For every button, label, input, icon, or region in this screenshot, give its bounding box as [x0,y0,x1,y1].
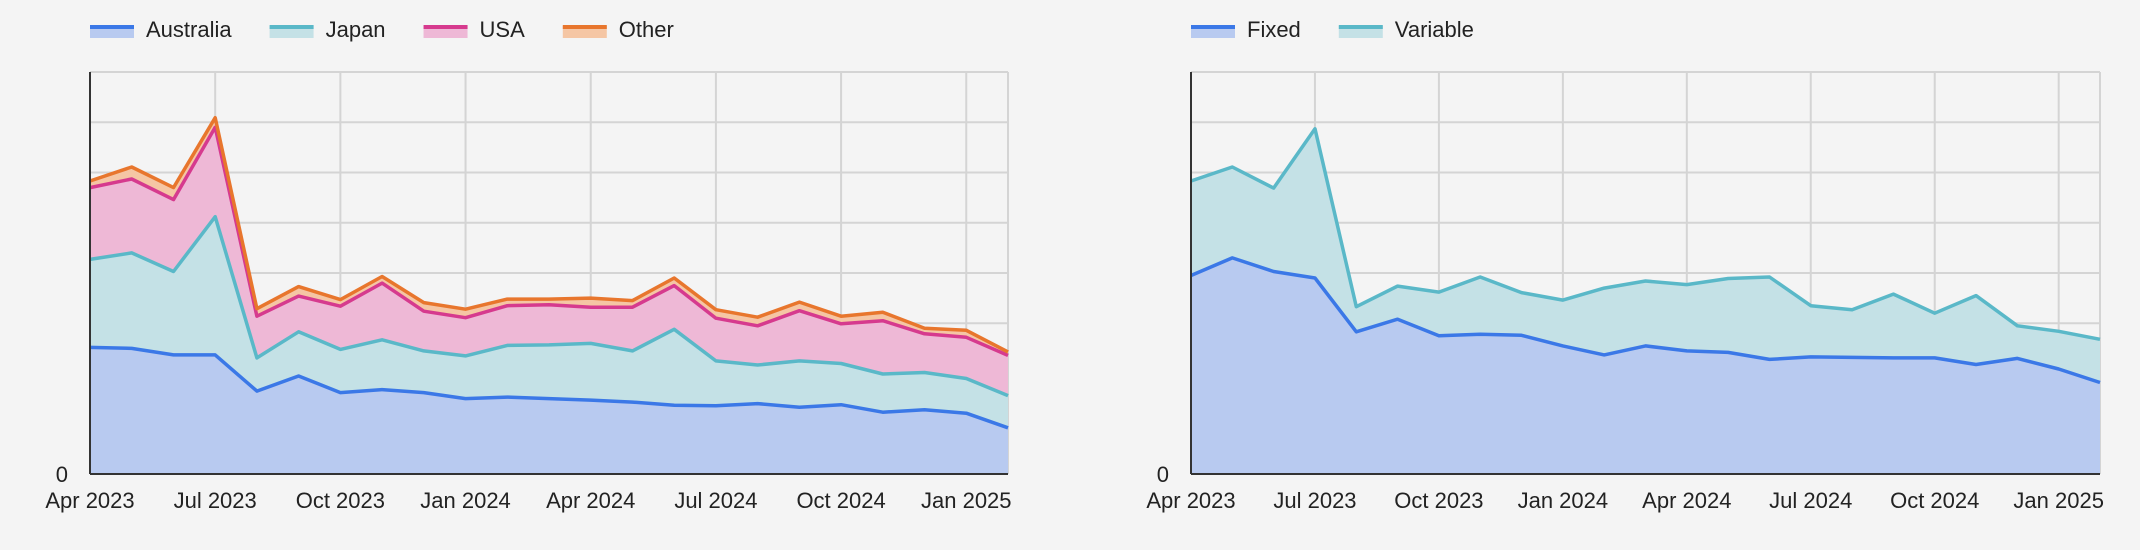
series-line-other [89,115,1009,354]
x-tick-label: Oct 2023 [296,488,385,513]
x-tick-label: Jul 2023 [1273,488,1356,513]
legend: Fixed Variable [1191,17,1474,42]
x-axis-ticks: Apr 2023 Jul 2023 Oct 2023 Jan 2024 Apr 2024… [45,488,1011,513]
legend-item-fixed[interactable]: Fixed [1191,17,1301,42]
x-tick-label: Apr 2023 [1146,488,1235,513]
x-tick-label: Apr 2024 [1642,488,1731,513]
x-tick-label: Oct 2023 [1394,488,1483,513]
series-line-variable [1190,127,2101,342]
legend-label: Australia [146,17,232,42]
area-japan [90,216,1008,428]
legend-item-usa[interactable]: USA [423,17,526,42]
legend-item-other[interactable]: Other [562,17,674,42]
x-tick-label: Jan 2024 [1518,488,1609,513]
x-tick-label: Jan 2025 [2013,488,2104,513]
series-line-fixed [1190,256,2101,385]
x-tick-label: Oct 2024 [1890,488,1979,513]
area-australia [90,347,1008,474]
x-tick-label: Jul 2023 [174,488,257,513]
y-tick-label: 0 [56,462,68,487]
series-lines [89,115,1009,430]
legend: Australia Japan USA Other [90,17,674,42]
legend-item-australia[interactable]: Australia [90,17,232,42]
stacked-area-chart-rate-type: 0 Apr 2023 Jul 2023 Oct 2023 Jan 2024 Apr 202… [1100,0,2140,550]
areas [1191,128,2100,474]
legend-label: Variable [1395,17,1474,42]
x-tick-label: Jul 2024 [674,488,757,513]
x-tick-label: Jan 2024 [420,488,511,513]
legend-item-variable[interactable]: Variable [1338,17,1474,42]
x-tick-label: Apr 2024 [546,488,635,513]
areas [90,117,1008,474]
area-variable [1191,128,2100,383]
x-axis-ticks: Apr 2023 Jul 2023 Oct 2023 Jan 2024 Apr 2024… [1146,488,2104,513]
legend-label: Other [619,17,674,42]
series-line-japan [89,214,1009,398]
series-line-australia [89,345,1009,430]
area-usa [90,127,1008,396]
y-tick-label: 0 [1157,462,1169,487]
series-lines [1190,127,2101,385]
legend-label: USA [480,17,526,42]
area-other [90,117,1008,356]
x-tick-label: Jul 2024 [1769,488,1852,513]
x-tick-label: Oct 2024 [796,488,885,513]
x-tick-label: Apr 2023 [45,488,134,513]
stacked-area-chart-region: 0 Apr 2023 Jul 2023 Oct 2023 Jan 2024 Apr 202… [45,17,1011,513]
area-fixed [1191,257,2100,474]
legend-label: Fixed [1247,17,1301,42]
legend-item-japan[interactable]: Japan [269,17,386,42]
legend-label: Japan [326,17,386,42]
x-tick-label: Jan 2025 [921,488,1012,513]
